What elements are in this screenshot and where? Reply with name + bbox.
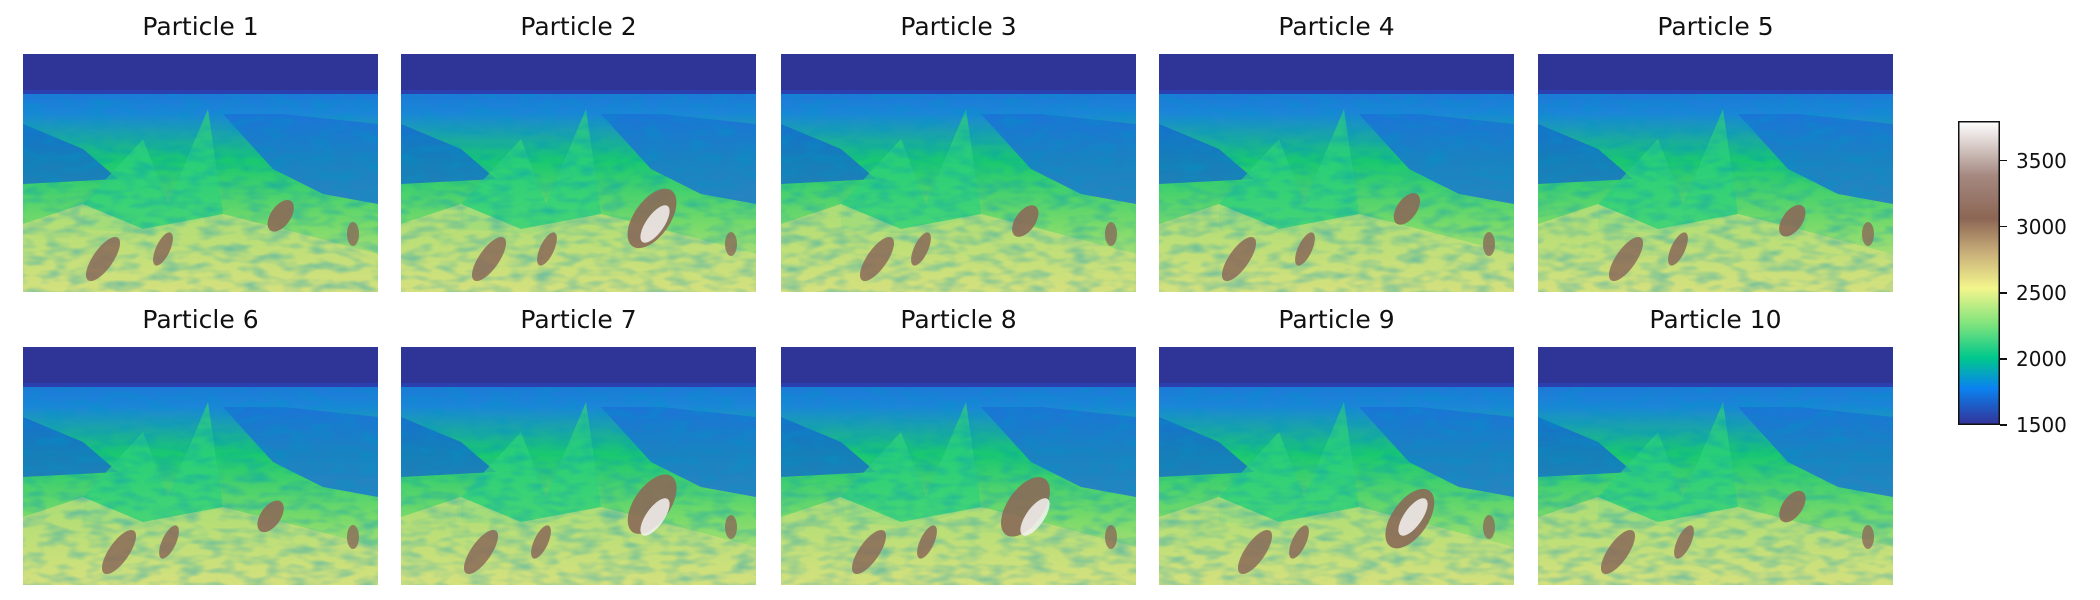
panel-title: Particle 2 bbox=[520, 12, 637, 41]
panel-title: Particle 3 bbox=[900, 12, 1017, 41]
panel-title: Particle 7 bbox=[520, 305, 637, 334]
panel-title: Particle 8 bbox=[900, 305, 1017, 334]
colorbar-tick-label: 3500 bbox=[2016, 148, 2067, 173]
particle-panel: Particle 9 bbox=[1159, 305, 1514, 585]
panel-title: Particle 5 bbox=[1657, 12, 1774, 41]
colorbar-tick-label: 1500 bbox=[2016, 413, 2067, 437]
particle-panel: Particle 6 bbox=[23, 305, 378, 585]
colorbar-tick-mark bbox=[2000, 358, 2007, 360]
velocity-field-image bbox=[401, 54, 756, 292]
velocity-field-image bbox=[23, 54, 378, 292]
particle-panel: Particle 8 bbox=[781, 305, 1136, 585]
particle-panel: Particle 7 bbox=[401, 305, 756, 585]
particle-panel: Particle 3 bbox=[781, 12, 1136, 292]
particle-panel: Particle 10 bbox=[1538, 305, 1893, 585]
panel-title: Particle 1 bbox=[142, 12, 259, 41]
colorbar-tick-mark bbox=[2000, 159, 2007, 162]
panel-title: Particle 10 bbox=[1649, 305, 1782, 334]
velocity-field-image bbox=[1538, 347, 1893, 585]
particle-panel: Particle 2 bbox=[401, 12, 756, 292]
particle-panel: Particle 5 bbox=[1538, 12, 1893, 292]
velocity-field-image bbox=[781, 54, 1136, 292]
colorbar-tick-label: 2000 bbox=[2016, 346, 2067, 371]
panel-title: Particle 6 bbox=[142, 305, 259, 334]
colorbar-tick-mark bbox=[2000, 225, 2007, 228]
colorbar-tick-label: 3000 bbox=[2016, 214, 2067, 239]
panel-title: Particle 4 bbox=[1278, 12, 1395, 41]
colorbar-tick-mark bbox=[2000, 424, 2007, 426]
panel-title: Particle 9 bbox=[1278, 305, 1395, 334]
velocity-field-image bbox=[401, 347, 756, 585]
colorbar-tick-mark bbox=[2000, 292, 2007, 294]
particle-panel: Particle 4 bbox=[1159, 12, 1514, 292]
particle-panel: Particle 1 bbox=[23, 12, 378, 292]
velocity-field-image bbox=[781, 347, 1136, 585]
velocity-field-image bbox=[23, 347, 378, 585]
velocity-field-image bbox=[1159, 54, 1514, 292]
colorbar bbox=[1958, 121, 2000, 425]
colorbar-gradient bbox=[1958, 121, 2000, 425]
velocity-field-image bbox=[1159, 347, 1514, 585]
colorbar-tick-label: 2500 bbox=[2016, 280, 2067, 305]
velocity-field-image bbox=[1538, 54, 1893, 292]
